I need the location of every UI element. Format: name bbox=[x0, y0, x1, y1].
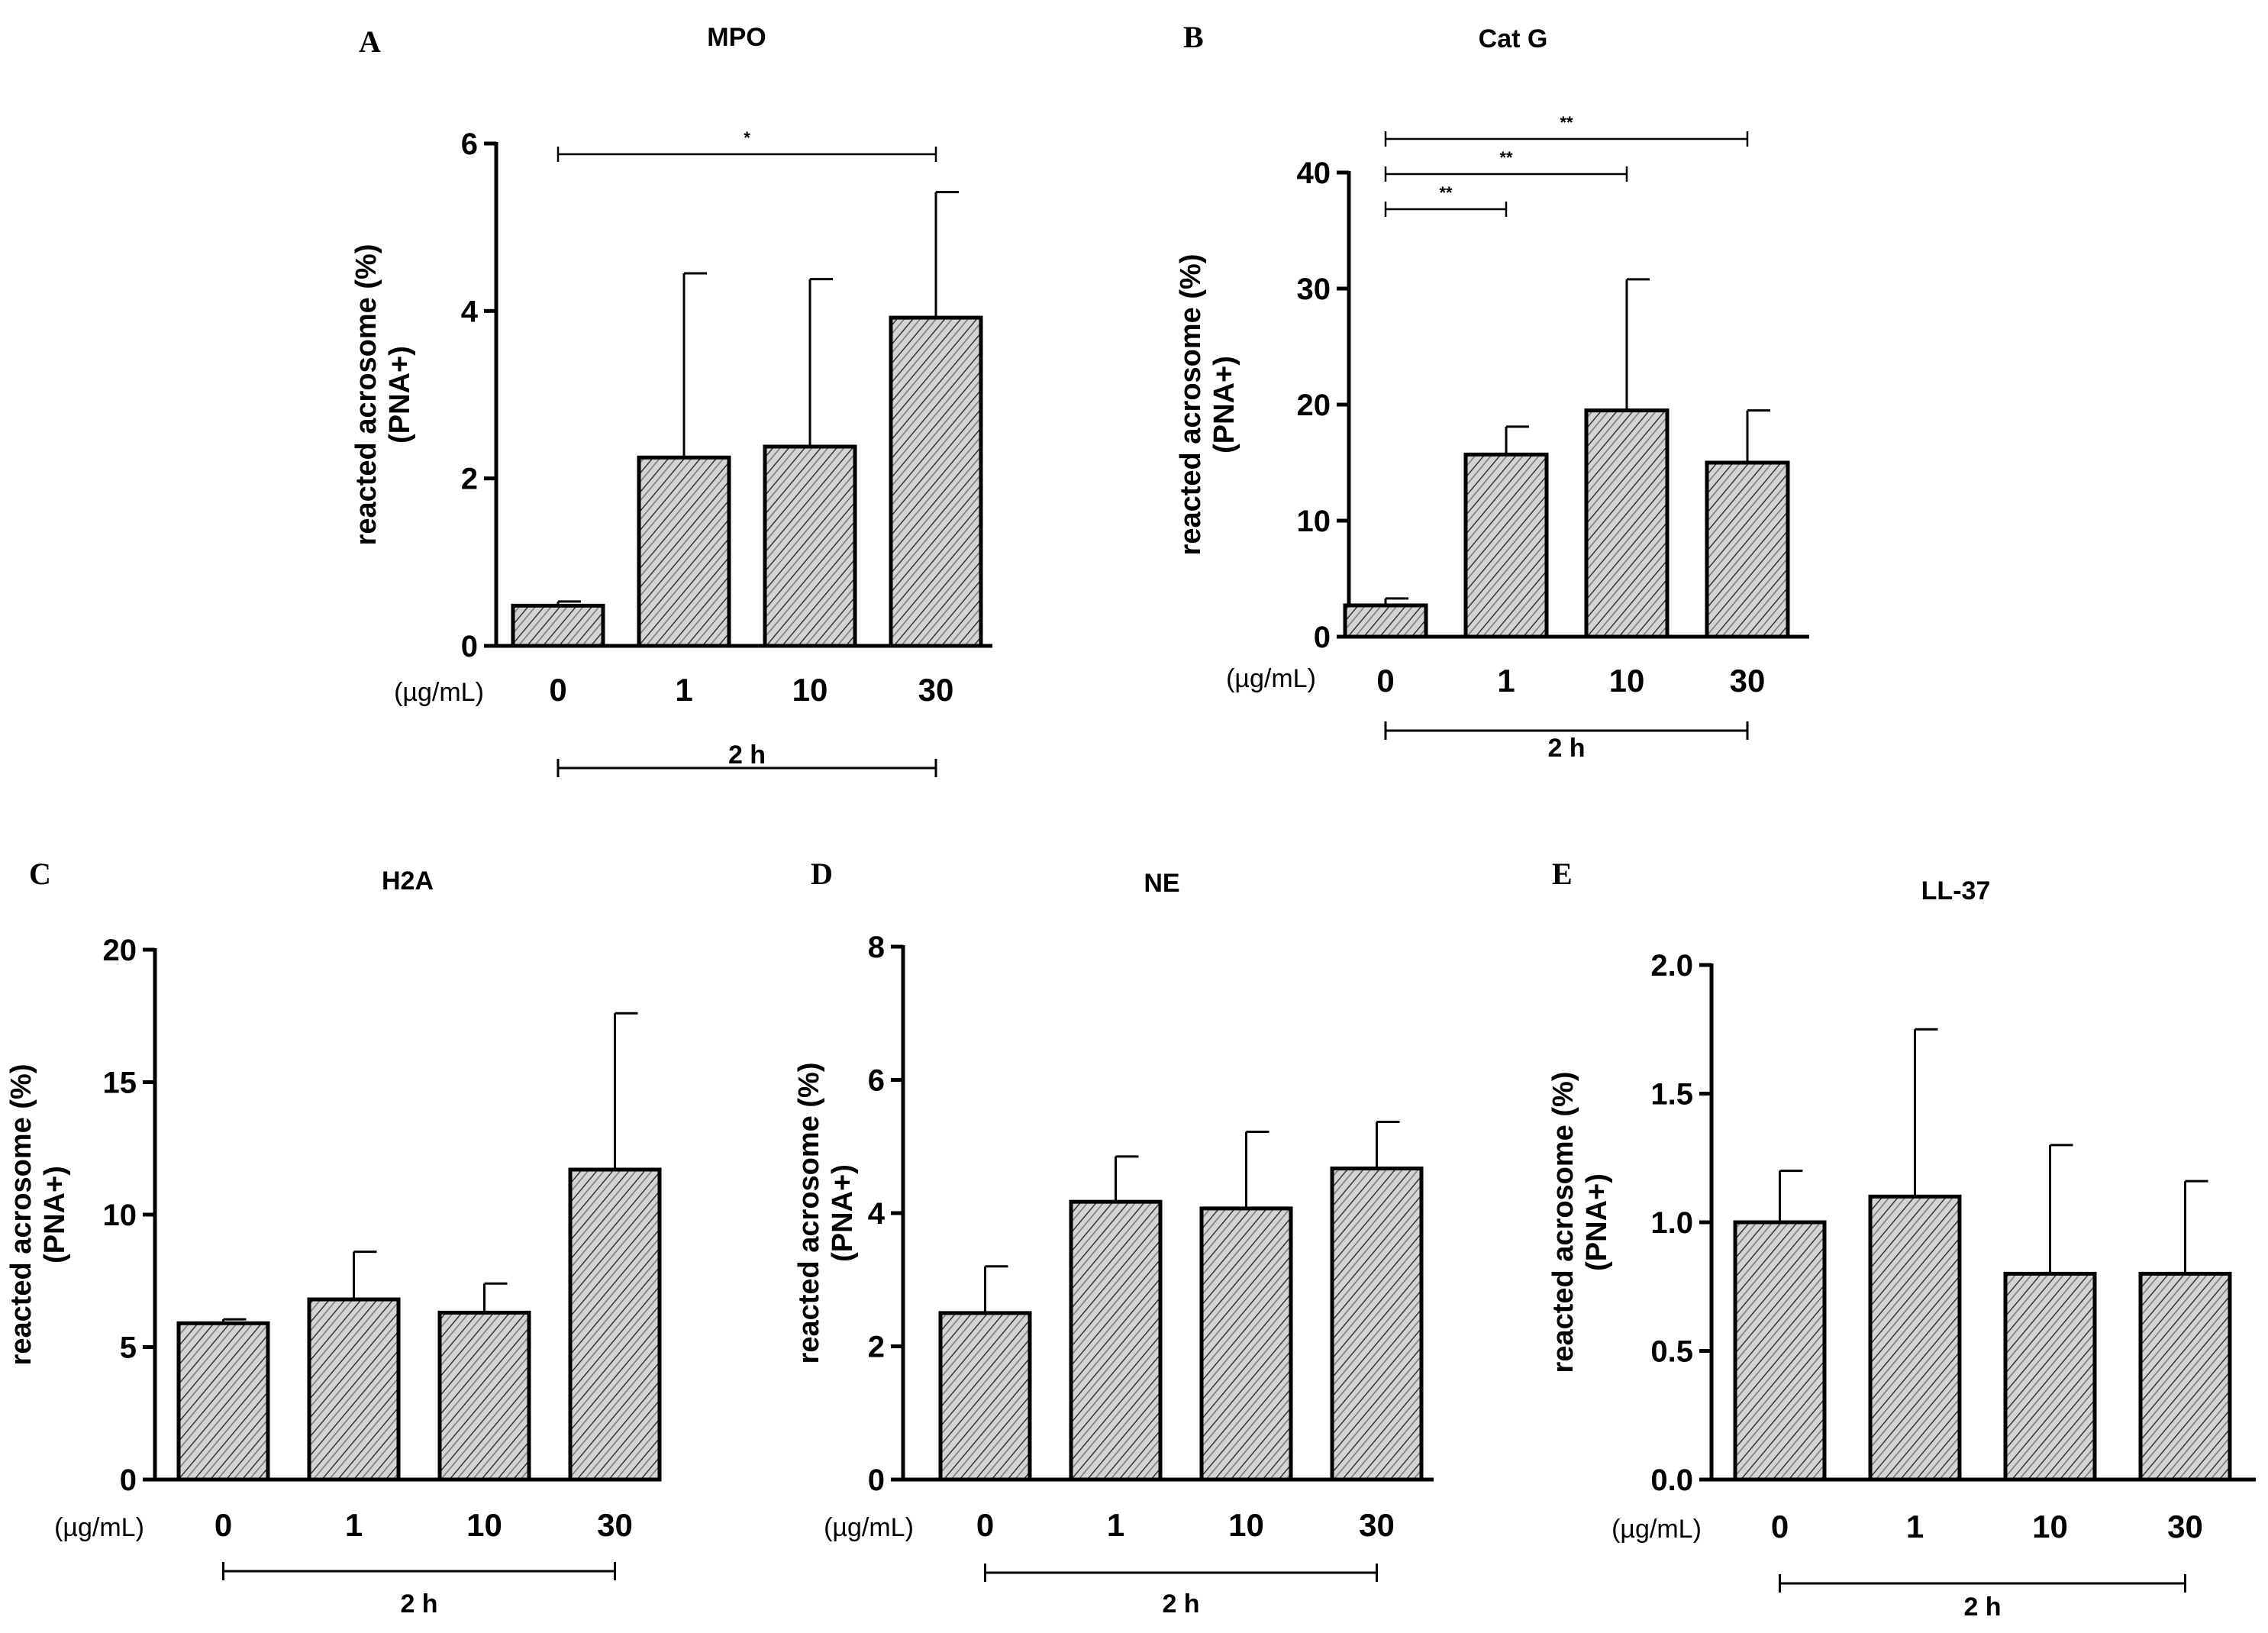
y-tick-label: 15 bbox=[103, 1067, 137, 1100]
y-tick-label: 20 bbox=[103, 934, 137, 967]
x-tick-label: 1 bbox=[1497, 663, 1515, 699]
bar-1 bbox=[637, 455, 731, 648]
y-tick-label: 0.0 bbox=[1650, 1464, 1693, 1497]
panel-letter: E bbox=[1552, 857, 1573, 891]
x-tick-label: 30 bbox=[2167, 1509, 2203, 1544]
x-tick-label: 0 bbox=[976, 1507, 994, 1543]
x-unit-label: (µg/mL) bbox=[1226, 664, 1316, 693]
time-label: 2 h bbox=[1162, 1589, 1199, 1618]
panel-e: E LL-37 0.0 0.5 1.0 1.5 2.0 reacted acrosome (%… bbox=[1547, 857, 2256, 1622]
chart-title: MPO bbox=[707, 23, 766, 52]
x-tick-label: 10 bbox=[2032, 1509, 2068, 1544]
panel-c: C H2A 0 5 10 15 20 reacted acrosome (%)(PNA+) 0 1… bbox=[5, 857, 662, 1618]
bar-1 bbox=[1868, 1194, 1962, 1482]
y-tick-label: 5 bbox=[120, 1331, 137, 1365]
chart-title: LL-37 bbox=[1921, 876, 1991, 905]
y-tick-label: 20 bbox=[1297, 389, 1331, 422]
bar-0 bbox=[511, 603, 605, 648]
x-tick-label: 10 bbox=[1228, 1507, 1264, 1543]
x-unit-label: (µg/mL) bbox=[1611, 1515, 1702, 1544]
y-tick-label: 2 bbox=[868, 1331, 885, 1364]
x-tick-label: 0 bbox=[215, 1507, 232, 1543]
y-tick-label: 30 bbox=[1297, 273, 1331, 306]
y-tick-label: 8 bbox=[868, 931, 885, 964]
y-tick-label: 4 bbox=[868, 1197, 886, 1231]
time-label: 2 h bbox=[1547, 734, 1585, 763]
bar-0 bbox=[1343, 603, 1428, 639]
y-tick-label: 2 bbox=[461, 463, 478, 496]
y-tick-label: 4 bbox=[461, 295, 479, 328]
y-axis-label: reacted acrosome (%)(PNA+) bbox=[1547, 1072, 1613, 1373]
bar-10 bbox=[2003, 1271, 2097, 1482]
y-tick-label: 2.0 bbox=[1650, 949, 1693, 983]
panel-letter: A bbox=[359, 24, 381, 59]
x-tick-label: 30 bbox=[597, 1507, 633, 1543]
panel-d: D NE 0 2 4 6 8 reacted acrosome (%)(PNA+) 0 1 10 30… bbox=[793, 857, 1434, 1618]
bar-30 bbox=[568, 1167, 662, 1482]
x-unit-label: (µg/mL) bbox=[54, 1513, 144, 1542]
panel-letter: B bbox=[1183, 20, 1204, 54]
x-tick-label: 30 bbox=[1359, 1507, 1395, 1543]
x-unit-label: (µg/mL) bbox=[824, 1513, 914, 1542]
bar-10 bbox=[1584, 408, 1670, 639]
panel-letter: C bbox=[29, 857, 51, 891]
bar-10 bbox=[763, 444, 857, 648]
y-tick-label: 10 bbox=[1297, 505, 1331, 538]
bar-10 bbox=[437, 1310, 531, 1482]
time-label: 2 h bbox=[1963, 1593, 2001, 1622]
chart-title: NE bbox=[1144, 869, 1179, 898]
bar-10 bbox=[1199, 1206, 1293, 1482]
x-tick-label: 30 bbox=[918, 672, 954, 708]
bar-30 bbox=[889, 315, 983, 648]
y-tick-label: 1.0 bbox=[1650, 1206, 1693, 1240]
y-axis-label: reacted acrosome (%)(PNA+) bbox=[793, 1063, 859, 1364]
bar-0 bbox=[938, 1311, 1032, 1482]
x-tick-label: 30 bbox=[1730, 663, 1766, 699]
y-tick-label: 0 bbox=[868, 1464, 885, 1497]
x-tick-label: 1 bbox=[1107, 1507, 1124, 1543]
x-tick-label: 0 bbox=[549, 672, 566, 708]
y-tick-label: 10 bbox=[103, 1199, 137, 1232]
time-label: 2 h bbox=[400, 1589, 437, 1618]
significance-label: ** bbox=[1499, 148, 1513, 167]
y-axis-label: reacted acrosome (%)(PNA+) bbox=[350, 244, 416, 546]
bar-1 bbox=[1069, 1199, 1163, 1482]
bar-1 bbox=[307, 1297, 401, 1482]
x-tick-label: 10 bbox=[1609, 663, 1645, 699]
chart-title: H2A bbox=[382, 867, 434, 896]
x-tick-label: 1 bbox=[345, 1507, 363, 1543]
y-tick-label: 0 bbox=[1314, 621, 1331, 654]
significance-label: ** bbox=[1560, 113, 1573, 132]
y-tick-label: 6 bbox=[461, 127, 478, 161]
chart-title: Cat G bbox=[1479, 24, 1548, 53]
y-tick-label: 0 bbox=[461, 630, 478, 663]
x-unit-label: (µg/mL) bbox=[394, 678, 484, 707]
x-tick-label: 1 bbox=[1906, 1509, 1924, 1544]
y-tick-label: 1.5 bbox=[1650, 1078, 1693, 1112]
x-tick-label: 0 bbox=[1771, 1509, 1789, 1544]
x-tick-label: 0 bbox=[1376, 663, 1394, 699]
x-tick-label: 1 bbox=[675, 672, 692, 708]
significance-label: * bbox=[744, 128, 750, 147]
y-axis-label: reacted acrosome (%)(PNA+) bbox=[1175, 254, 1240, 556]
panel-letter: D bbox=[811, 857, 833, 891]
bar-30 bbox=[1705, 460, 1790, 639]
y-tick-label: 0 bbox=[120, 1464, 137, 1497]
y-axis-label: reacted acrosome (%)(PNA+) bbox=[5, 1064, 71, 1366]
bar-0 bbox=[1733, 1220, 1827, 1482]
y-tick-label: 40 bbox=[1297, 157, 1331, 190]
bar-1 bbox=[1463, 452, 1549, 639]
x-tick-label: 10 bbox=[792, 672, 828, 708]
bar-30 bbox=[2138, 1271, 2232, 1482]
panel-a: A MPO 0 2 4 6 reacted acrosome (%)(PNA+) 0 1 10 30… bbox=[350, 23, 992, 777]
y-tick-label: 0.5 bbox=[1650, 1335, 1693, 1369]
y-tick-label: 6 bbox=[868, 1064, 885, 1098]
bar-30 bbox=[1330, 1167, 1424, 1482]
significance-label: ** bbox=[1439, 183, 1453, 202]
time-label: 2 h bbox=[728, 741, 766, 770]
x-tick-label: 10 bbox=[466, 1507, 502, 1543]
bar-0 bbox=[176, 1321, 270, 1482]
